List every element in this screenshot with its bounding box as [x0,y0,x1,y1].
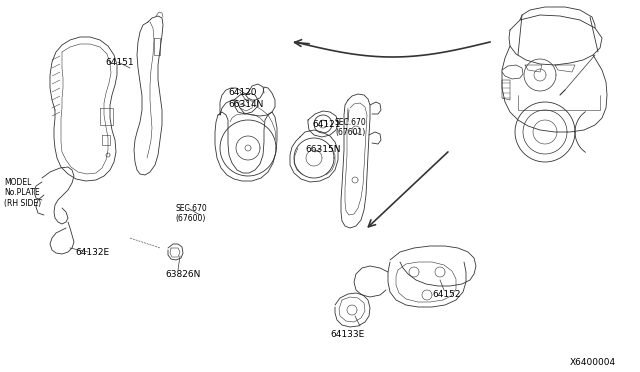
Text: 64132E: 64132E [75,248,109,257]
Text: 64121: 64121 [312,120,340,129]
Text: SEC.670
(67601): SEC.670 (67601) [335,118,367,137]
Text: 64152: 64152 [432,290,461,299]
Text: 64133E: 64133E [330,330,364,339]
Text: SEC.670
(67600): SEC.670 (67600) [175,204,207,224]
Text: X6400004: X6400004 [570,358,616,367]
Text: MODEL
No.PLATE
(RH SIDE): MODEL No.PLATE (RH SIDE) [4,178,41,208]
Text: 64151: 64151 [105,58,134,67]
Text: 66314N: 66314N [228,100,264,109]
Text: 64120: 64120 [228,88,257,97]
Text: 63826N: 63826N [165,270,200,279]
Text: 66315N: 66315N [305,145,340,154]
